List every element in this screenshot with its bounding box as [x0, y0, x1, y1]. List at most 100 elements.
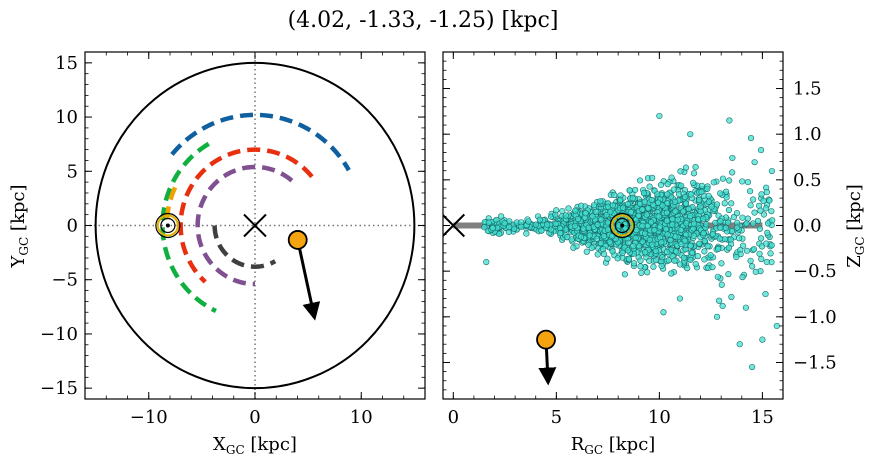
- star-point: [611, 191, 618, 199]
- star-point: [700, 215, 707, 222]
- star-point: [700, 230, 707, 237]
- star-point: [705, 198, 712, 205]
- star-point: [759, 336, 766, 343]
- star-point: [773, 322, 780, 330]
- star-point: [756, 225, 764, 232]
- star-point: [750, 246, 758, 253]
- star-point: [726, 117, 733, 124]
- star-point: [583, 248, 590, 255]
- sun-marker-inner: [160, 217, 176, 234]
- star-point: [710, 179, 717, 186]
- star-point: [726, 177, 733, 184]
- star-point: [718, 260, 725, 267]
- left-ytick-label: −10: [40, 324, 78, 345]
- star-point: [644, 269, 651, 276]
- star-point: [663, 217, 671, 224]
- star-point: [754, 217, 762, 225]
- star-point: [688, 191, 695, 198]
- star-point: [671, 257, 678, 264]
- star-point: [574, 216, 582, 223]
- star-point: [640, 190, 648, 197]
- star-point: [752, 268, 759, 275]
- left-y-axis-label: YGC [kpc]: [8, 185, 31, 269]
- star-point: [552, 220, 559, 227]
- star-point: [692, 261, 699, 268]
- star-point: [694, 253, 701, 260]
- star-point: [505, 228, 512, 236]
- right-xtick-label: 10: [648, 407, 671, 428]
- star-point: [762, 290, 769, 298]
- star-point: [580, 225, 587, 232]
- star-point: [593, 208, 600, 216]
- right-ytick-label: 0.0: [793, 216, 822, 237]
- star-point: [757, 235, 765, 242]
- star-point: [716, 297, 723, 304]
- star-point: [747, 257, 754, 264]
- galactic-center-marker: [243, 213, 267, 238]
- star-point: [606, 239, 613, 246]
- star-point: [677, 226, 685, 234]
- star-point: [586, 232, 593, 239]
- star-point: [664, 191, 671, 198]
- star-point: [532, 221, 539, 228]
- right-xtick-label: 5: [551, 407, 562, 428]
- star-point: [766, 197, 773, 204]
- star-point: [571, 222, 579, 230]
- star-point: [625, 239, 632, 247]
- star-point: [590, 202, 598, 209]
- star-point: [743, 220, 750, 227]
- star-point: [768, 208, 775, 215]
- sun-marker-dot: [165, 223, 170, 228]
- star-point: [658, 262, 665, 270]
- star-point: [707, 252, 714, 259]
- star-point: [585, 224, 592, 231]
- star-point: [756, 250, 763, 257]
- sun-marker-ring: [156, 214, 179, 237]
- star-point: [744, 179, 752, 186]
- star-point: [553, 207, 560, 214]
- star-point: [631, 186, 639, 194]
- left-ytick-label: 0: [67, 216, 78, 237]
- sun-marker-inner: [614, 217, 630, 234]
- star-point: [682, 200, 690, 207]
- star-point: [743, 247, 751, 254]
- star-point: [676, 295, 684, 302]
- star-point: [713, 201, 721, 208]
- left-x-axis-label: XGC [kpc]: [213, 434, 297, 457]
- star-point: [582, 210, 589, 217]
- star-point: [637, 257, 644, 264]
- star-point: [639, 238, 646, 245]
- star-point: [739, 214, 746, 221]
- star-point: [565, 205, 572, 212]
- sun-marker-dot: [620, 223, 625, 228]
- star-point: [572, 207, 579, 214]
- star-point: [757, 146, 765, 154]
- star-point: [715, 245, 722, 253]
- star-point: [729, 169, 736, 176]
- star-point: [701, 248, 708, 255]
- star-point: [712, 219, 719, 226]
- star-point: [637, 263, 644, 270]
- right-ytick-label: −0.5: [793, 261, 837, 282]
- star-point: [769, 217, 776, 224]
- star-point: [663, 248, 671, 256]
- star-point: [757, 207, 764, 214]
- star-point: [760, 211, 767, 218]
- star-point: [690, 170, 698, 177]
- star-point: [677, 168, 684, 175]
- star-point: [739, 178, 746, 185]
- star-point: [696, 240, 703, 247]
- star-point: [682, 164, 690, 171]
- star-point: [749, 263, 756, 270]
- left-ytick-label: −5: [51, 270, 78, 291]
- right-x-axis-label: RGC [kpc]: [571, 434, 656, 457]
- star-point: [735, 235, 743, 242]
- star-point: [630, 243, 637, 250]
- star-point: [642, 249, 649, 256]
- star-point: [656, 223, 664, 230]
- spiral-arm-4: [178, 147, 314, 284]
- star-point: [748, 363, 756, 371]
- star-point: [609, 248, 616, 255]
- star-point: [645, 205, 652, 212]
- star-point: [728, 200, 735, 207]
